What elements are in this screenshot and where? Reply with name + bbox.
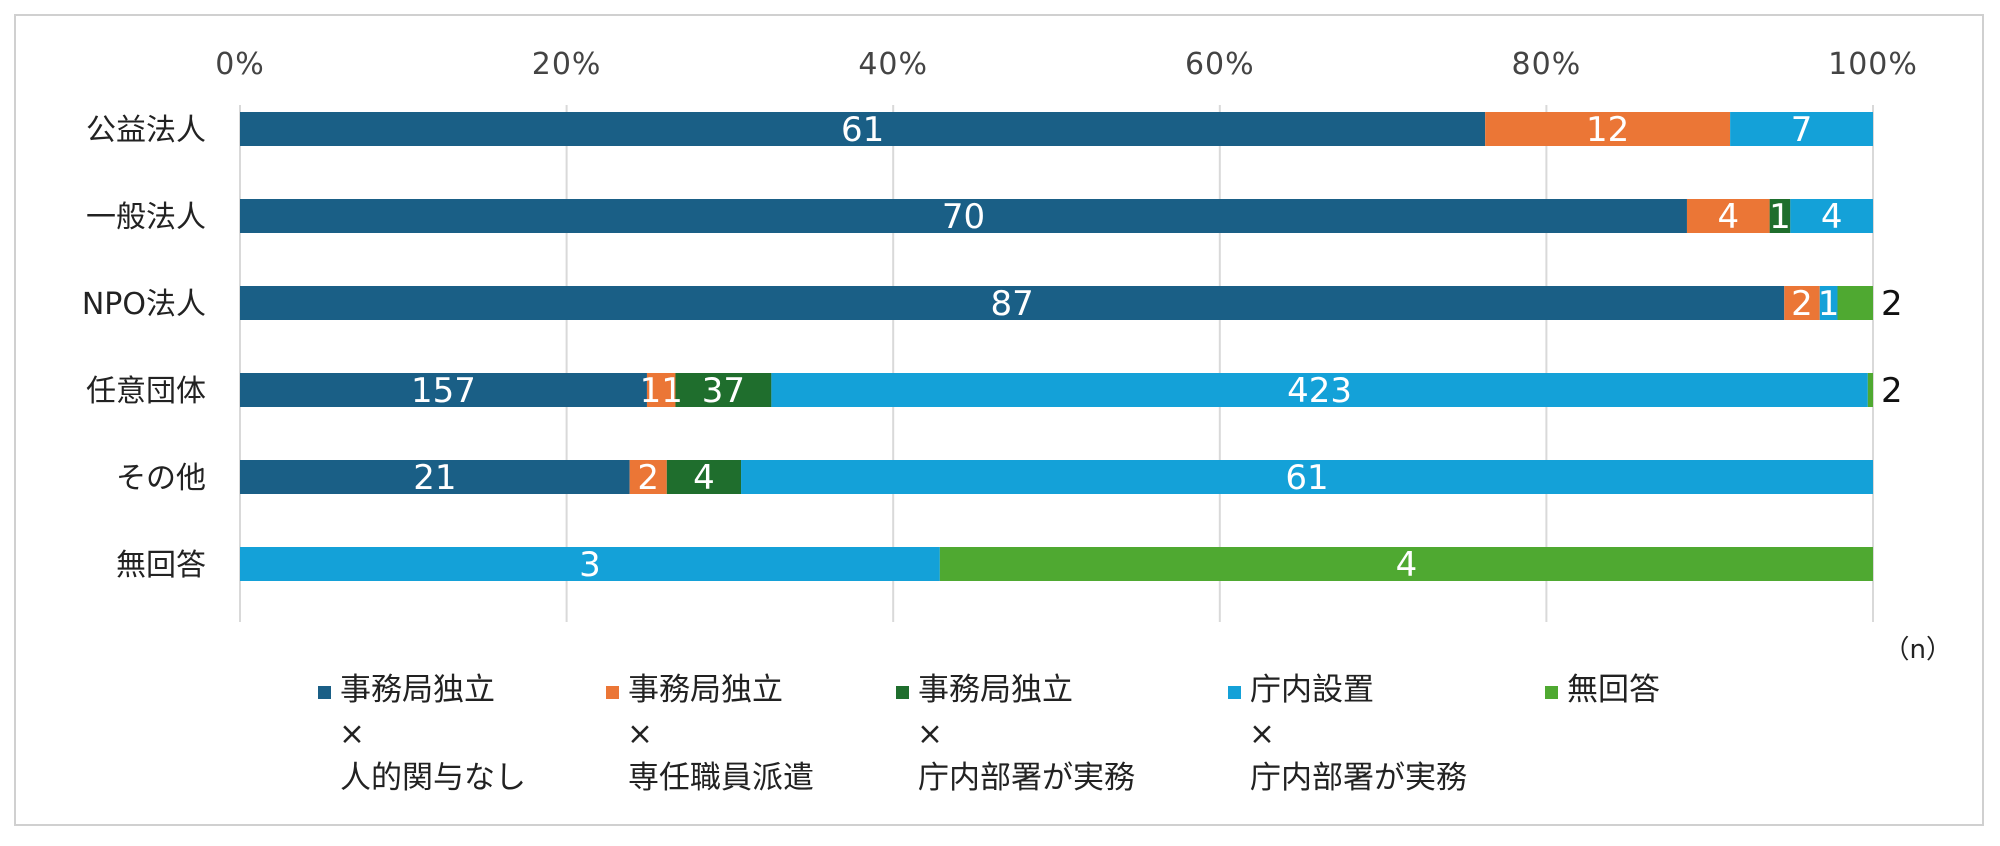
bar-segment <box>240 112 1486 146</box>
legend-label: 人的関与なし <box>340 760 526 796</box>
data-label: 4 <box>1396 545 1418 585</box>
bar-segment <box>675 373 772 407</box>
bar-segment <box>240 460 630 494</box>
bar-segment <box>1769 199 1791 233</box>
legend-label: × <box>627 716 653 752</box>
data-label: 61 <box>841 110 884 150</box>
bar-segment <box>1730 112 1873 146</box>
bar-segment <box>646 373 676 407</box>
legend-label: 無回答 <box>1567 672 1660 708</box>
category-label: 任意団体 <box>86 374 206 409</box>
x-tick-label: 80% <box>1512 47 1582 82</box>
bar-segment <box>1686 199 1770 233</box>
legend-label: × <box>339 716 365 752</box>
data-label: 1 <box>1769 197 1791 237</box>
legend-label: 庁内部署が実務 <box>918 760 1135 796</box>
data-label: 157 <box>411 371 476 411</box>
legend-label: 庁内設置 <box>1250 672 1374 708</box>
bar-segment <box>629 460 667 494</box>
legend-label: 事務局独立 <box>918 672 1073 708</box>
bar-segment <box>666 460 742 494</box>
legend-label: 事務局独立 <box>628 672 783 708</box>
data-label: 11 <box>640 371 683 411</box>
data-label: 37 <box>702 371 745 411</box>
data-label: 12 <box>1586 110 1629 150</box>
legend-label: × <box>1249 716 1275 752</box>
legend-swatch <box>318 686 331 699</box>
bar-segment <box>240 199 1687 233</box>
bar-segment <box>1485 112 1731 146</box>
category-label: その他 <box>116 461 206 496</box>
data-label: 61 <box>1285 458 1328 498</box>
legend-label: 専任職員派遣 <box>628 760 814 796</box>
legend-swatch <box>896 686 909 699</box>
chart-frame <box>14 14 1984 826</box>
data-label: 2 <box>637 458 659 498</box>
bar-segment <box>939 547 1873 581</box>
legend-label: × <box>917 716 943 752</box>
x-tick-label: 0% <box>215 47 265 82</box>
data-label: 423 <box>1287 371 1352 411</box>
bar-segment <box>240 547 940 581</box>
legend-label: 事務局独立 <box>340 672 495 708</box>
category-label: 一般法人 <box>86 200 206 235</box>
data-label: 4 <box>1717 197 1739 237</box>
unit-label: （n） <box>1884 635 1952 665</box>
legend-swatch <box>1545 686 1558 699</box>
bar-segment <box>240 286 1785 320</box>
legend-swatch <box>606 686 619 699</box>
bar-segment <box>1867 373 1873 407</box>
category-label: 無回答 <box>116 548 206 583</box>
bar-segment <box>1819 286 1838 320</box>
bar-segment <box>1784 286 1820 320</box>
bar-segment <box>771 373 1868 407</box>
category-label: 公益法人 <box>86 113 206 148</box>
data-label: 3 <box>579 545 601 585</box>
x-tick-label: 100% <box>1828 47 1918 82</box>
data-label: 87 <box>990 284 1033 324</box>
legend-swatch <box>1228 686 1241 699</box>
data-label: 2 <box>1881 284 1903 324</box>
data-label: 2 <box>1881 371 1903 411</box>
data-label: 4 <box>693 458 715 498</box>
bar-segment <box>240 373 647 407</box>
bar-segment <box>1837 286 1873 320</box>
x-tick-label: 60% <box>1185 47 1255 82</box>
data-label: 4 <box>1821 197 1843 237</box>
bar-segment <box>1790 199 1873 233</box>
x-tick-label: 20% <box>532 47 602 82</box>
category-label: NPO法人 <box>82 287 206 322</box>
data-label: 70 <box>942 197 985 237</box>
x-tick-label: 40% <box>858 47 928 82</box>
data-label: 1 <box>1818 284 1840 324</box>
data-label: 2 <box>1791 284 1813 324</box>
data-label: 21 <box>413 458 456 498</box>
legend-label: 庁内部署が実務 <box>1250 760 1467 796</box>
bar-segment <box>741 460 1873 494</box>
data-label: 7 <box>1791 110 1813 150</box>
